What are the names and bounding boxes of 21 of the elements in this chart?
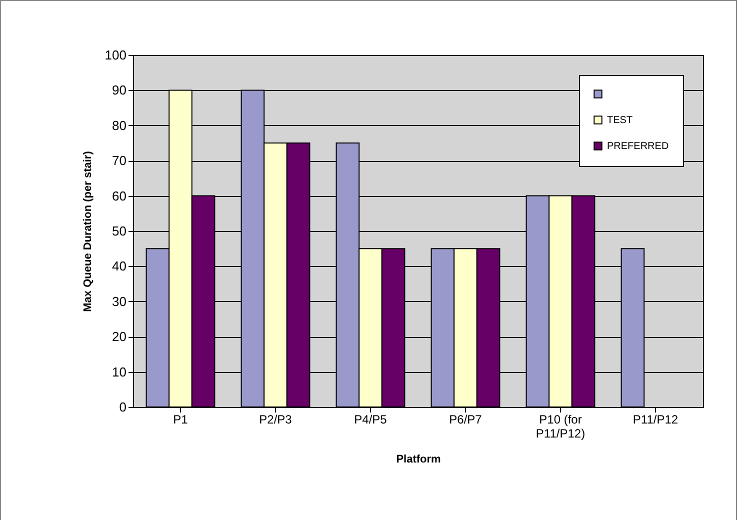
- y-axis-title: Max Queue Duration (per stair): [82, 150, 94, 312]
- y-tick-label: 90: [112, 82, 126, 98]
- y-tick-label: 100: [104, 48, 126, 62]
- y-tick-label: 20: [112, 329, 126, 344]
- legend-label: PREFERRED: [607, 141, 669, 152]
- legend-label: TEST: [607, 115, 633, 126]
- x-tick-label: P10 (for P11/P12): [536, 412, 586, 440]
- y-tick-label: 80: [112, 118, 126, 133]
- y-tick-label: 50: [112, 224, 126, 238]
- x-tick-label: P1: [173, 412, 188, 426]
- x-tick-label: P6/P7: [449, 412, 482, 426]
- y-tick-label: 10: [112, 364, 126, 380]
- x-axis-title: Platform: [396, 454, 442, 466]
- y-tick-label: 60: [112, 188, 126, 204]
- y-tick-label: 70: [112, 153, 126, 168]
- y-tick-label: 0: [119, 400, 126, 414]
- x-tick-label: P4/P5: [354, 412, 388, 426]
- y-tick-label: 30: [112, 294, 126, 309]
- x-tick-label: P2/P3: [259, 412, 292, 426]
- x-tick-label: P11/P12: [632, 412, 678, 426]
- y-tick-label: 40: [112, 258, 126, 274]
